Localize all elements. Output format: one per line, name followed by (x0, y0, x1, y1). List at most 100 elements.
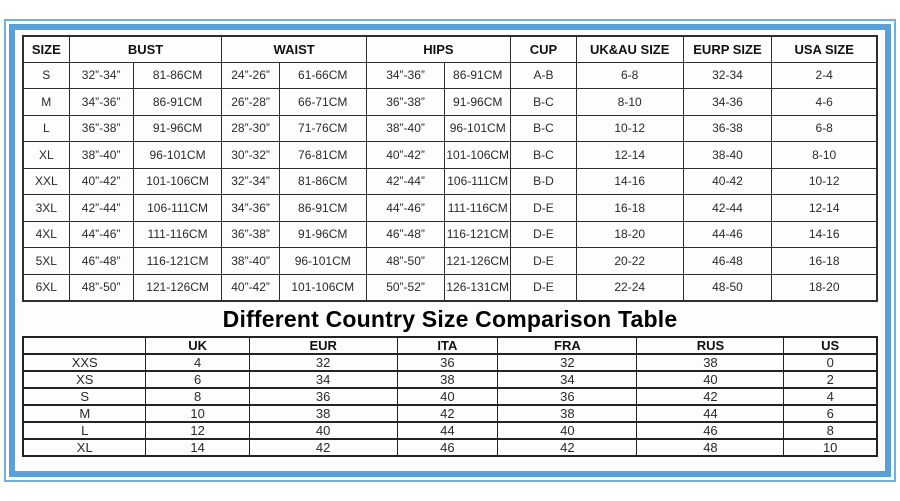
column-header: US (783, 335, 878, 355)
table-row: XXL 40”-42” 101-106CM 32”-34” 81-86CM 42”-44”… (22, 167, 878, 195)
column-header (22, 335, 147, 355)
value-cell: 34-36 (682, 88, 773, 116)
value-cell: 38”-40” (221, 247, 280, 275)
value-cell: 36 (497, 386, 638, 406)
value-cell: 81-86CM (278, 167, 367, 195)
value-cell: 32-34 (682, 61, 773, 89)
value-cell: 14-16 (771, 220, 878, 248)
table-row: 4XL 44”-46” 111-116CM 36”-38” 91-96CM 46”-48”… (22, 220, 878, 248)
value-cell: 44-46 (682, 220, 773, 248)
value-cell: 101-106CM (444, 141, 512, 169)
value-cell: 10 (783, 437, 878, 457)
row-label-cell: XS (22, 369, 147, 389)
value-cell: 38-40 (682, 141, 773, 169)
value-cell: 116-121CM (132, 247, 223, 275)
row-label-cell: 6XL (22, 273, 70, 301)
comparison-body: XXS 4 32 36 32 38 0 XS 6 34 38 34 40 2 S 8 36 40 36 42 4 M 10 3… (22, 352, 878, 457)
column-header: UK (145, 335, 250, 355)
value-cell: 40”-42” (68, 167, 134, 195)
value-cell: 34”-36” (68, 88, 134, 116)
value-cell: 10-12 (771, 167, 878, 195)
table-row: M 10 38 42 38 44 6 (22, 403, 878, 423)
value-cell: 26”-28” (221, 88, 280, 116)
value-cell: 44”-46” (68, 220, 134, 248)
value-cell: 28”-30” (221, 114, 280, 142)
value-cell: 2-4 (771, 61, 878, 89)
value-cell: 71-76CM (278, 114, 367, 142)
value-cell: 0 (783, 352, 878, 372)
value-cell: 40 (636, 369, 785, 389)
value-cell: 22-24 (575, 273, 684, 301)
value-cell: 46”-48” (365, 220, 446, 248)
row-label-cell: 5XL (22, 247, 70, 275)
value-cell: 76-81CM (278, 141, 367, 169)
value-cell: 126-131CM (444, 273, 512, 301)
value-cell: 86-91CM (132, 88, 223, 116)
value-cell: 6-8 (771, 114, 878, 142)
value-cell: 12-14 (771, 194, 878, 222)
value-cell: 16-18 (575, 194, 684, 222)
value-cell: 96-101CM (278, 247, 367, 275)
row-label-cell: XXL (22, 167, 70, 195)
value-cell: 8 (783, 420, 878, 440)
value-cell: 38 (497, 403, 638, 423)
table-row: 6XL 48”-50” 121-126CM 40”-42” 101-106CM 50”-5… (22, 273, 878, 301)
value-cell: 86-91CM (444, 61, 512, 89)
row-label-cell: L (22, 420, 147, 440)
table-row: XL 14 42 46 42 48 10 (22, 437, 878, 457)
size-chart-header: SIZE BUST WAIST HIPS CUP UK&AU SIZE EURP SIZE U… (22, 35, 878, 63)
value-cell: 36”-38” (221, 220, 280, 248)
value-cell: 46 (396, 437, 499, 457)
value-cell: 6 (783, 403, 878, 423)
table-row: L 36”-38” 91-96CM 28”-30” 71-76CM 38”-40” 96-1… (22, 114, 878, 142)
value-cell: 2 (783, 369, 878, 389)
value-cell: 4 (783, 386, 878, 406)
value-cell: 66-71CM (278, 88, 367, 116)
value-cell: 91-96CM (444, 88, 512, 116)
value-cell: 42 (396, 403, 499, 423)
value-cell: 34 (248, 369, 398, 389)
table-row: XS 6 34 38 34 40 2 (22, 369, 878, 389)
blue-frame-inner: SIZE BUST WAIST HIPS CUP UK&AU SIZE EURP SIZE U… (9, 24, 891, 477)
table-row: 5XL 46”-48” 116-121CM 38”-40” 96-101CM 48”-50… (22, 247, 878, 275)
value-cell: A-B (510, 61, 577, 89)
value-cell: 12-14 (575, 141, 684, 169)
column-header: WAIST (221, 35, 367, 63)
value-cell: 40 (497, 420, 638, 440)
value-cell: 38 (248, 403, 398, 423)
column-header: EURP SIZE (682, 35, 773, 63)
value-cell: 10 (145, 403, 250, 423)
value-cell: 106-111CM (444, 167, 512, 195)
value-cell: 101-106CM (132, 167, 223, 195)
column-header: RUS (636, 335, 785, 355)
value-cell: 32”-34” (68, 61, 134, 89)
column-header: HIPS (365, 35, 512, 63)
size-chart-table: SIZE BUST WAIST HIPS CUP UK&AU SIZE EURP SIZE U… (22, 35, 878, 302)
value-cell: 8-10 (575, 88, 684, 116)
value-cell: 61-66CM (278, 61, 367, 89)
value-cell: 34”-36” (365, 61, 446, 89)
value-cell: 14 (145, 437, 250, 457)
value-cell: 30”-32” (221, 141, 280, 169)
value-cell: 116-121CM (444, 220, 512, 248)
value-cell: 46-48 (682, 247, 773, 275)
value-cell: 96-101CM (132, 141, 223, 169)
value-cell: 6 (145, 369, 250, 389)
row-label-cell: XL (22, 437, 147, 457)
value-cell: 34”-36” (221, 194, 280, 222)
value-cell: 38”-40” (68, 141, 134, 169)
row-label-cell: XXS (22, 352, 147, 372)
table-row: S 8 36 40 36 42 4 (22, 386, 878, 406)
value-cell: 121-126CM (132, 273, 223, 301)
value-cell: 8 (145, 386, 250, 406)
value-cell: 40 (248, 420, 398, 440)
value-cell: 36 (396, 352, 499, 372)
value-cell: 48”-50” (68, 273, 134, 301)
value-cell: 20-22 (575, 247, 684, 275)
value-cell: 101-106CM (278, 273, 367, 301)
row-label-cell: 4XL (22, 220, 70, 248)
header-row: SIZE BUST WAIST HIPS CUP UK&AU SIZE EURP SIZE U… (22, 35, 878, 63)
value-cell: 106-111CM (132, 194, 223, 222)
table-row: M 34”-36” 86-91CM 26”-28” 66-71CM 36”-38” 91-9… (22, 88, 878, 116)
value-cell: 40”-42” (221, 273, 280, 301)
